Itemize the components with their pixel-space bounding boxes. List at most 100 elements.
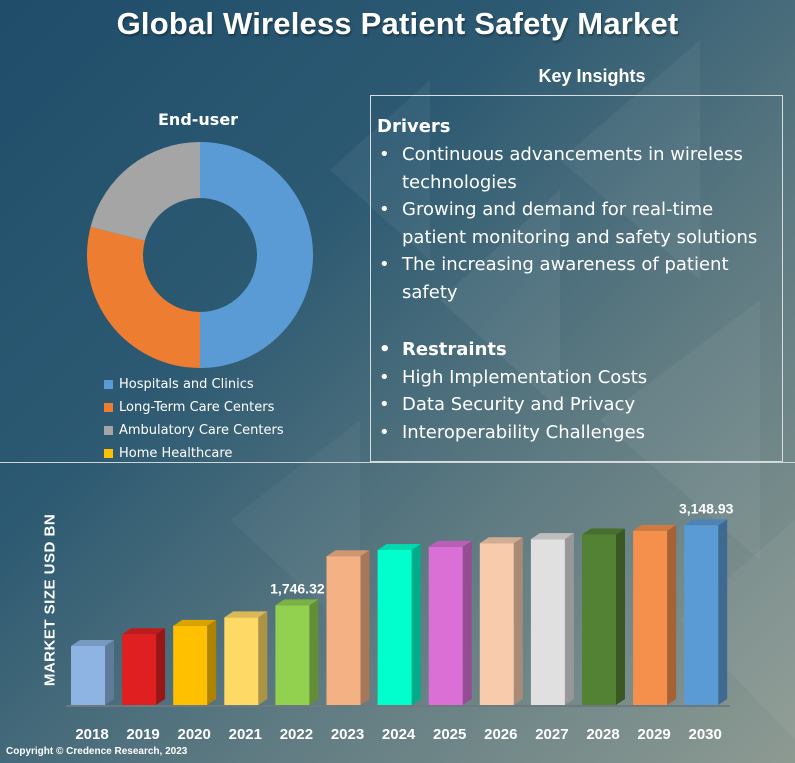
legend-label: Home Healthcare (119, 446, 233, 461)
copyright: Copyright © Credence Research, 2023 (6, 746, 188, 757)
bar-front (428, 546, 463, 705)
key-insights-box: Drivers Continuous advancements in wirel… (370, 95, 783, 462)
driver-item: Growing and demand for real-time patient… (377, 196, 777, 251)
legend-swatch (104, 403, 113, 412)
legend-item: Long-Term Care Centers (104, 396, 284, 419)
section-divider (0, 462, 795, 463)
bar-2028 (582, 528, 625, 705)
bar-side (105, 640, 114, 705)
x-tick-label: 2024 (382, 726, 416, 743)
x-tick-label: 2030 (689, 726, 722, 743)
bar-front (530, 539, 565, 705)
page-title: Global Wireless Patient Safety Market (116, 6, 679, 41)
donut-legend: Hospitals and Clinics Long-Term Care Cen… (104, 373, 284, 465)
bar-front (377, 549, 412, 705)
donut-title: End-user (158, 110, 239, 129)
restraint-item: Interoperability Challenges (377, 419, 777, 447)
bar-2023 (326, 550, 370, 705)
bar-2029 (633, 524, 677, 705)
restraint-item: Data Security and Privacy (377, 391, 777, 419)
bar-front (122, 634, 157, 705)
bar-side (616, 528, 625, 705)
key-insights-title: Key Insights (538, 66, 646, 86)
driver-item: Continuous advancements in wireless tech… (377, 141, 777, 196)
drivers-heading: Drivers (377, 116, 451, 137)
bar-top (173, 619, 217, 626)
bar-side (411, 543, 421, 705)
x-tick-label: 2026 (484, 726, 517, 743)
end-user-donut-chart (87, 142, 313, 368)
bar-side (667, 524, 677, 705)
x-tick-label: 2018 (75, 726, 108, 743)
bar-2025 (428, 540, 472, 705)
bar-top (326, 550, 370, 557)
bar-2024 (377, 543, 421, 705)
bar-2021 (224, 611, 268, 705)
legend-item: Home Healthcare (104, 442, 284, 465)
x-tick-label: 2025 (433, 726, 466, 743)
bar-side (513, 537, 523, 705)
data-label: 1,746.32 (270, 580, 325, 596)
bar-2026 (479, 537, 523, 705)
bar-top (377, 543, 421, 550)
bar-side (360, 550, 370, 705)
restraint-item: High Implementation Costs (377, 364, 777, 392)
donut-slice-3 (90, 142, 200, 241)
bar-top (530, 533, 574, 540)
x-tick-label: 2021 (229, 726, 262, 743)
bar-top (275, 599, 319, 606)
bar-top (428, 540, 472, 547)
bar-side (462, 540, 472, 705)
bar-side (258, 611, 268, 705)
legend-swatch (104, 380, 113, 389)
legend-item: Ambulatory Care Centers (104, 419, 284, 442)
x-tick-label: 2022 (280, 726, 313, 743)
legend-label: Ambulatory Care Centers (119, 423, 284, 438)
donut-slice-1 (200, 142, 313, 368)
bar-side (156, 628, 166, 705)
bar-top (224, 611, 268, 618)
legend-label: Hospitals and Clinics (119, 377, 254, 392)
bar-front (275, 605, 310, 705)
bar-top (582, 528, 625, 535)
bar-side (309, 599, 319, 705)
restraints-list: Restraints High Implementation Costs Dat… (377, 336, 777, 446)
donut-slice-2 (87, 226, 200, 368)
bar-side (718, 519, 728, 705)
x-tick-label: 2023 (331, 726, 364, 743)
bar-front (224, 617, 259, 705)
restraints-heading: Restraints (377, 336, 777, 364)
bar-top (122, 628, 166, 635)
bar-2019 (122, 628, 166, 705)
legend-swatch (104, 449, 113, 458)
x-tick-label: 2019 (126, 726, 159, 743)
legend-item: Hospitals and Clinics (104, 373, 284, 396)
legend-label: Long-Term Care Centers (119, 400, 275, 415)
bar-top (633, 524, 677, 531)
bar-side (564, 533, 574, 705)
bar-2027 (530, 533, 574, 705)
bar-top (71, 640, 114, 647)
x-tick-label: 2029 (637, 726, 670, 743)
bar-top (479, 537, 523, 544)
bar-top (684, 519, 728, 526)
bar-front (173, 625, 208, 705)
legend-swatch (104, 426, 113, 435)
bar-front (684, 525, 719, 705)
data-label: 3,148.93 (679, 500, 734, 516)
x-tick-label: 2028 (586, 726, 619, 743)
bar-2022 (275, 599, 319, 705)
bar-front (71, 646, 105, 705)
bar-2018 (71, 640, 114, 705)
bar-front (633, 530, 668, 705)
driver-item: The increasing awareness of patient safe… (377, 251, 777, 306)
x-tick-label: 2020 (178, 726, 211, 743)
market-size-bar-chart: 2018 2019 2020 2021 2022 1,746.32 2023 2024 2025… (66, 500, 734, 743)
drivers-list: Continuous advancements in wireless tech… (377, 141, 777, 306)
bar-front (326, 556, 361, 705)
bar-2030 (684, 519, 728, 705)
x-tick-label: 2027 (535, 726, 568, 743)
bar-front (582, 534, 616, 705)
bar-side (207, 619, 217, 705)
bar-front (479, 543, 514, 705)
